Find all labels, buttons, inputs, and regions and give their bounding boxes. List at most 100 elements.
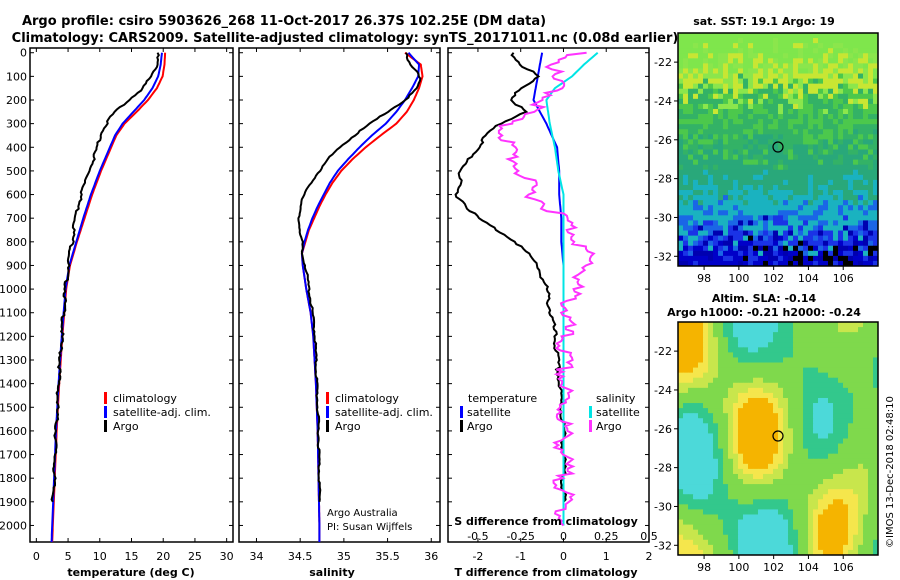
map-cell [683, 179, 689, 186]
map-cell [703, 78, 709, 85]
map-cell [723, 220, 729, 226]
map-cell [778, 200, 784, 206]
map-cell [788, 190, 794, 196]
map-cell [733, 53, 739, 59]
map-cell [833, 220, 839, 226]
map-cell [738, 322, 744, 328]
map-cell [683, 43, 689, 49]
map-cell [713, 327, 719, 333]
map-cell [768, 33, 774, 39]
map-cell [718, 129, 724, 135]
map-cell [698, 514, 704, 520]
map-cell [788, 240, 794, 247]
map-y-tick-label: -30 [654, 211, 672, 224]
map-cell [773, 114, 779, 120]
map-cell [738, 68, 744, 74]
map-cell [843, 78, 849, 85]
map-cell [743, 58, 749, 64]
map-cell [698, 184, 704, 191]
map-cell [788, 93, 794, 100]
map-cell [863, 174, 869, 181]
map-cell [753, 88, 759, 95]
map-cell [748, 408, 754, 414]
map-cell [858, 428, 864, 434]
map-cell [723, 377, 729, 384]
map-cell [723, 225, 729, 231]
map-cell [773, 499, 779, 505]
map-cell [678, 463, 684, 470]
map-y-tick-label: -22 [654, 345, 672, 358]
map-cell [713, 68, 719, 74]
map-cell [783, 458, 789, 465]
map-cell [778, 255, 784, 262]
map-cell [873, 468, 879, 475]
map-cell [708, 169, 714, 176]
map-cell [753, 78, 759, 85]
map-cell [708, 195, 714, 201]
map-cell [793, 58, 799, 64]
map-cell [833, 494, 839, 500]
map-cell [723, 484, 729, 490]
map-cell [808, 129, 814, 135]
map-cell [733, 367, 739, 374]
map-cell [718, 245, 724, 252]
map-cell [838, 184, 844, 191]
map-cell [788, 494, 794, 500]
map-cell [823, 428, 829, 434]
x-tick-label: -2 [472, 550, 483, 563]
map-cell [708, 504, 714, 510]
map-cell [678, 108, 684, 115]
map-cell [808, 539, 814, 546]
map-cell [793, 484, 799, 490]
map-cell [763, 397, 769, 404]
map-cell [743, 154, 749, 161]
map-cell [738, 519, 744, 526]
map-cell [863, 190, 869, 196]
map-cell [728, 509, 734, 515]
map-cell [723, 38, 729, 44]
map-cell [758, 544, 764, 551]
map-cell [723, 413, 729, 419]
map-cell [748, 352, 754, 358]
map-cell [758, 357, 764, 363]
map-cell [733, 174, 739, 181]
map-cell [828, 88, 834, 95]
map-cell [768, 73, 774, 79]
map-cell [723, 114, 729, 120]
map-cell [868, 428, 874, 434]
map-cell [773, 159, 779, 166]
map-cell [713, 240, 719, 247]
map-cell [873, 514, 879, 520]
map-cell [738, 149, 744, 155]
map-cell [688, 489, 694, 495]
map-cell [678, 250, 684, 257]
legend-argo: Argo [113, 420, 139, 433]
map-cell [698, 413, 704, 419]
map-cell [748, 458, 754, 465]
map-cell [783, 544, 789, 551]
map-cell [853, 479, 859, 485]
map-cell [738, 448, 744, 455]
map-cell [863, 549, 869, 556]
map-cell [728, 154, 734, 161]
map-cell [798, 134, 804, 140]
map-cell [803, 53, 809, 59]
map-cell [768, 479, 774, 485]
map-cell [788, 139, 794, 145]
map-cell [758, 149, 764, 155]
map-cell [798, 504, 804, 510]
map-cell [858, 63, 864, 69]
map-cell [688, 33, 694, 39]
map-cell [758, 529, 764, 536]
map-cell [793, 499, 799, 505]
map-cell [843, 453, 849, 460]
map-cell [748, 468, 754, 475]
map-cell [693, 443, 699, 450]
map-cell [778, 377, 784, 384]
map-cell [798, 124, 804, 130]
map-cell [828, 33, 834, 39]
map-cell [823, 230, 829, 237]
map-cell [783, 539, 789, 546]
map-cell [833, 169, 839, 176]
map-cell [688, 129, 694, 135]
